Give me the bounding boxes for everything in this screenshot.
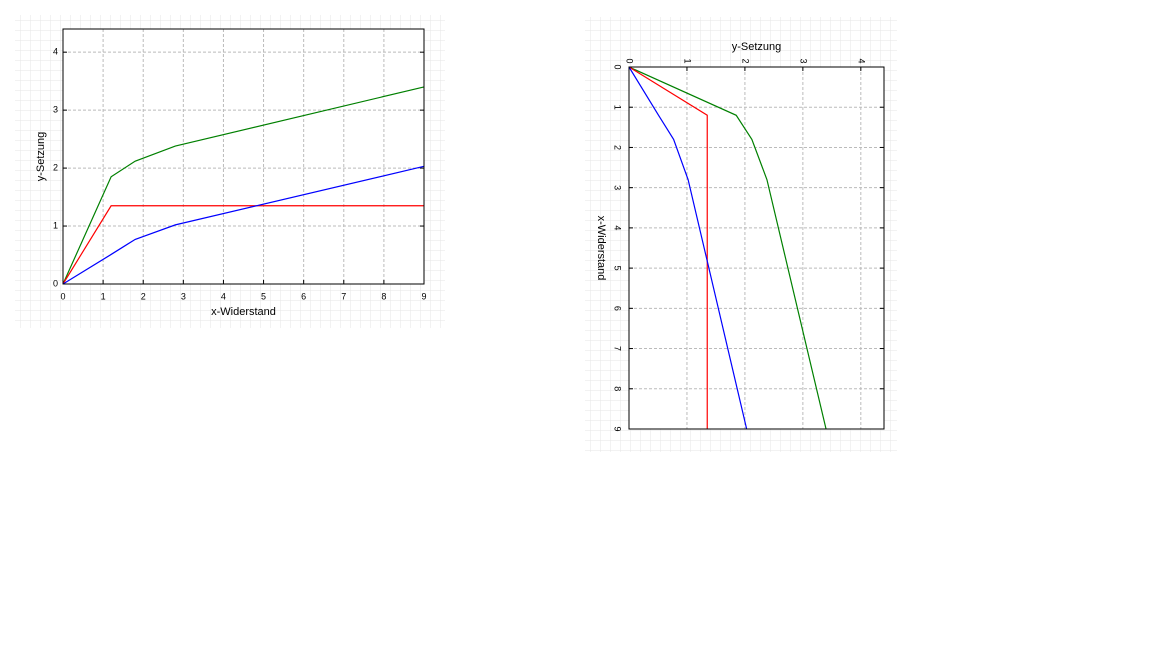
plot-frame (628, 66, 885, 430)
plot-area (63, 29, 424, 284)
x-tick-label: 7 (613, 346, 623, 351)
x-tick-label: 3 (181, 291, 186, 301)
x-tick-label: 6 (613, 306, 623, 311)
y-tick-label: 0 (625, 58, 635, 63)
y-tick-label: 1 (683, 58, 693, 63)
x-tick-label: 2 (613, 145, 623, 150)
data-line (62, 86, 425, 285)
y-tick-label: 1 (53, 220, 58, 230)
y-tick-label: 4 (53, 47, 58, 57)
x-tick-label: 4 (613, 225, 623, 230)
y-tick-label: 0 (53, 278, 58, 288)
y-axis-title: y-Setzung (732, 41, 782, 53)
x-tick-label: 7 (341, 291, 346, 301)
x-axis-title: x-Widerstand (595, 216, 607, 281)
x-tick-label: 1 (613, 105, 623, 110)
data-line (628, 66, 748, 430)
y-tick-label: 3 (53, 105, 58, 115)
x-tick-label: 9 (421, 291, 426, 301)
x-tick-label: 2 (141, 291, 146, 301)
x-tick-label: 9 (613, 426, 623, 431)
x-tick-label: 0 (613, 64, 623, 69)
x-tick-label: 5 (261, 291, 266, 301)
plot-frame (62, 28, 425, 285)
y-tick-label: 4 (856, 58, 866, 63)
x-tick-label: 3 (613, 185, 623, 190)
x-tick-label: 5 (613, 266, 623, 271)
data-line (62, 165, 425, 285)
y-tick-label: 3 (798, 58, 808, 63)
x-axis-title: x-Widerstand (211, 306, 276, 318)
x-tick-label: 8 (381, 291, 386, 301)
x-tick-label: 6 (301, 291, 306, 301)
y-axis-title: y-Setzung (35, 132, 47, 182)
x-tick-label: 1 (101, 291, 106, 301)
y-tick-label: 2 (53, 162, 58, 172)
x-tick-label: 4 (221, 291, 226, 301)
y-tick-label: 2 (741, 58, 751, 63)
x-tick-label: 8 (613, 386, 623, 391)
plot-area (629, 67, 884, 429)
x-tick-label: 0 (60, 291, 65, 301)
data-line (628, 66, 827, 430)
